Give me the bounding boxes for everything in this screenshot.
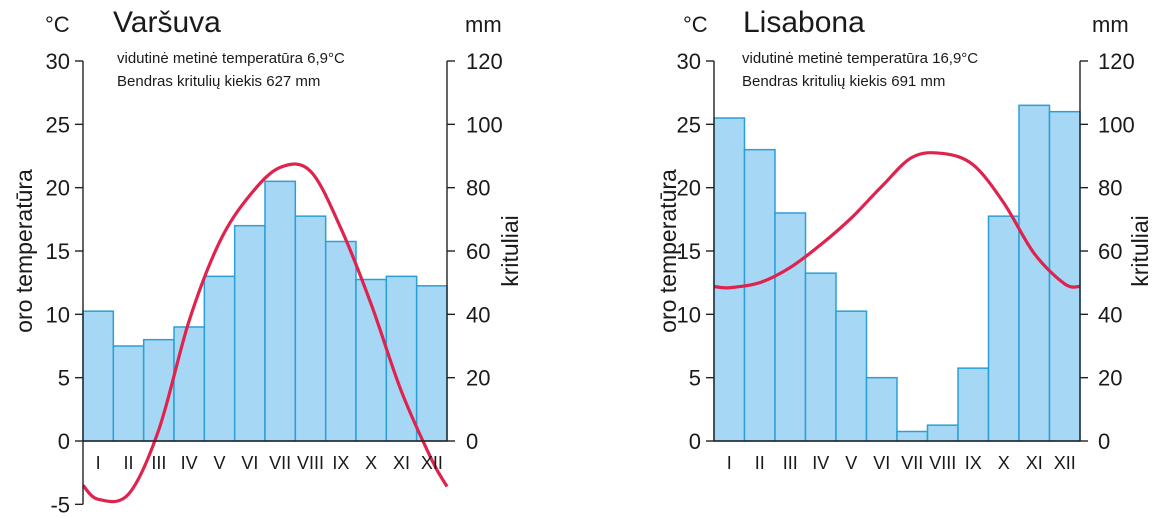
precip-bar-VII	[264, 180, 297, 442]
precip-tick-label: 0	[466, 429, 478, 454]
precip-unit: mm	[465, 12, 502, 37]
precip-tick-label: 60	[1098, 239, 1122, 264]
month-label-X: X	[365, 453, 377, 473]
temp-tick-label: 5	[689, 366, 701, 391]
chart-title: Lisabona	[743, 6, 865, 39]
info-line-1: vidutinė metinė temperatūra 16,9°C	[742, 50, 978, 67]
month-label-XI: XI	[393, 453, 410, 473]
month-label-I: I	[96, 453, 101, 473]
temp-tick-label: 25	[46, 112, 70, 137]
temp-tick-label: 30	[46, 49, 70, 74]
month-label-III: III	[151, 453, 166, 473]
temp-tick-label: -5	[50, 492, 70, 517]
precip-tick-label: 100	[466, 112, 503, 137]
precip-bar-VIII	[294, 215, 327, 442]
month-label-VII: VII	[269, 453, 291, 473]
month-label-XI: XI	[1026, 453, 1043, 473]
precip-unit: mm	[1092, 12, 1129, 37]
precip-bar-XII	[415, 285, 448, 442]
temp-tick-label: 0	[689, 429, 701, 454]
ylabel-right: krituliai	[497, 215, 523, 287]
month-label-XII: XII	[1054, 453, 1076, 473]
info-line-2: Bendras kritulių kiekis 627 mm	[117, 73, 320, 90]
info-line-1: vidutinė metinė temperatūra 6,9°C	[117, 50, 345, 67]
temp-tick-label: 20	[46, 176, 70, 201]
precip-tick-label: 20	[466, 366, 490, 391]
precip-bar-IX	[957, 367, 990, 442]
month-label-VIII: VIII	[297, 453, 324, 473]
precip-tick-label: 120	[1098, 49, 1135, 74]
temp-tick-label: 25	[677, 112, 701, 137]
temp-tick-label: 0	[58, 429, 70, 454]
temp-tick-label: 30	[677, 49, 701, 74]
month-label-XII: XII	[421, 453, 443, 473]
precip-tick-label: 120	[466, 49, 503, 74]
precip-bar-V	[835, 310, 868, 442]
precip-tick-label: 80	[466, 176, 490, 201]
precip-bar-IV	[804, 272, 837, 442]
temp-unit: °C	[683, 12, 708, 37]
precip-tick-label: 60	[466, 239, 490, 264]
precip-bar-IX	[324, 240, 357, 442]
month-label-II: II	[123, 453, 133, 473]
precip-bar-XI	[1018, 104, 1051, 442]
month-label-II: II	[755, 453, 765, 473]
month-label-IX: IX	[965, 453, 982, 473]
temp-tick-label: 15	[46, 239, 70, 264]
precip-bar-VIII	[926, 424, 959, 442]
ylabel-left: oro temperatūra	[655, 169, 681, 333]
month-label-V: V	[213, 453, 225, 473]
info-line-2: Bendras kritulių kiekis 691 mm	[742, 73, 945, 90]
precip-bar-VI	[865, 376, 898, 442]
month-label-III: III	[783, 453, 798, 473]
precip-bar-VI	[233, 224, 266, 442]
temp-tick-label: 10	[46, 302, 70, 327]
month-label-V: V	[845, 453, 857, 473]
month-label-I: I	[727, 453, 732, 473]
precip-tick-label: 20	[1098, 366, 1122, 391]
month-label-VI: VI	[241, 453, 258, 473]
precip-bar-III	[774, 212, 807, 442]
temp-tick-label: 10	[677, 302, 701, 327]
ylabel-right: krituliai	[1127, 215, 1153, 287]
month-label-VII: VII	[901, 453, 923, 473]
precip-tick-label: 0	[1098, 429, 1110, 454]
month-label-VI: VI	[873, 453, 890, 473]
precip-bar-X	[987, 215, 1020, 442]
month-label-IX: IX	[332, 453, 349, 473]
precip-tick-label: 40	[466, 302, 490, 327]
month-label-VIII: VIII	[929, 453, 956, 473]
precip-tick-label: 80	[1098, 176, 1122, 201]
temp-unit: °C	[45, 12, 70, 37]
precip-bar-VII	[896, 430, 929, 442]
precip-bar-II	[743, 148, 776, 442]
precip-tick-label: 40	[1098, 302, 1122, 327]
temperature-line	[713, 151, 1081, 290]
chart-title: Varšuva	[113, 6, 221, 39]
precip-bar-V	[203, 275, 236, 442]
month-label-IV: IV	[181, 453, 198, 473]
temp-tick-label: 20	[677, 176, 701, 201]
temperature-line	[81, 162, 449, 504]
temp-tick-label: 15	[677, 239, 701, 264]
precip-bar-I	[713, 117, 746, 442]
month-label-IV: IV	[812, 453, 829, 473]
month-label-X: X	[998, 453, 1010, 473]
temp-tick-label: 5	[58, 366, 70, 391]
precip-tick-label: 100	[1098, 112, 1135, 137]
precip-bar-II	[112, 345, 145, 442]
precip-bar-IV	[173, 326, 206, 442]
ylabel-left: oro temperatūra	[11, 169, 37, 333]
precip-bar-I	[82, 310, 115, 442]
